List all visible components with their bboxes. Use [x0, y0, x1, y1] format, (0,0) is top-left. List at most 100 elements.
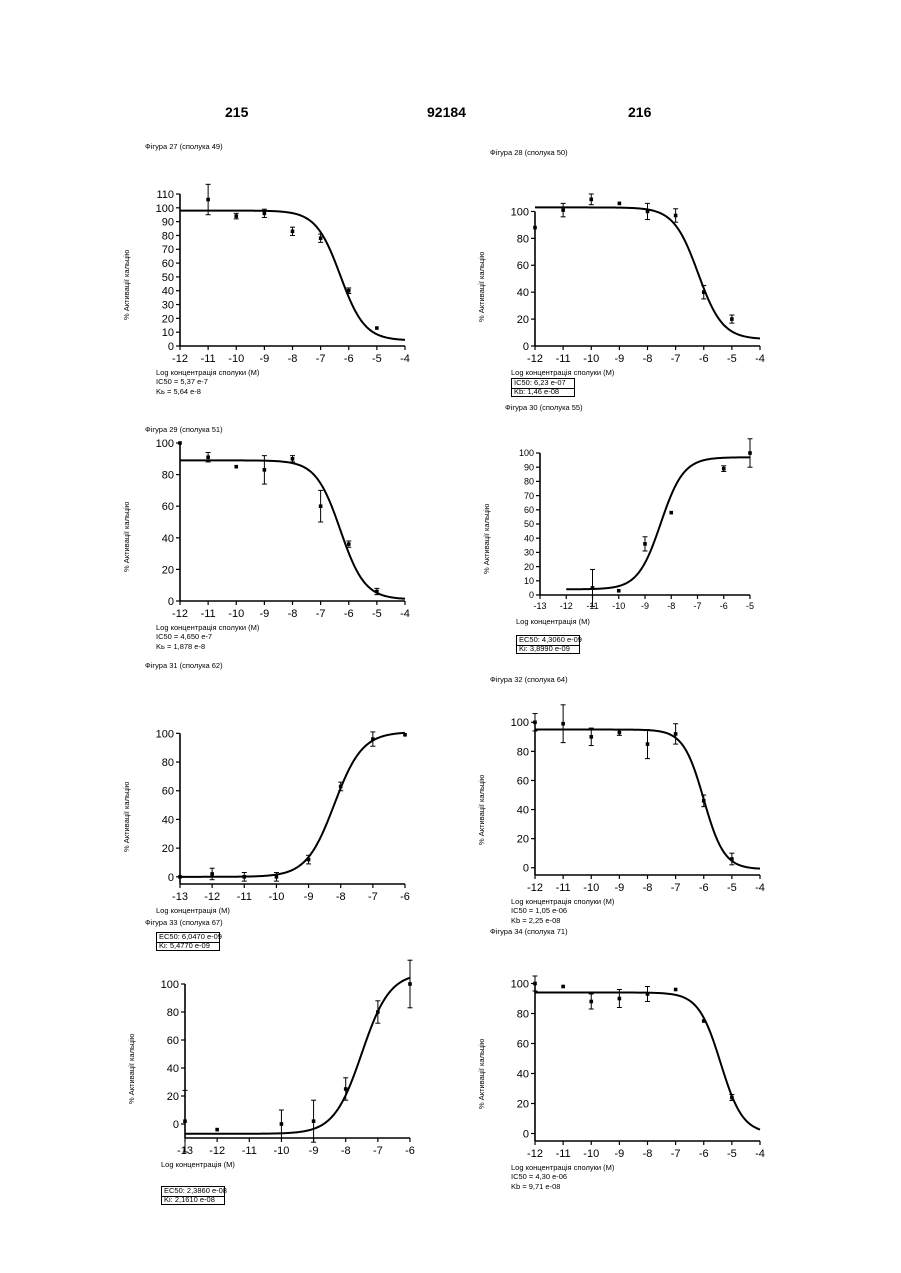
y-tick-label: 20: [167, 1091, 179, 1103]
x-axis-label: Log концентрація сполуки (M): [511, 897, 614, 906]
x-tick-label: -4: [400, 608, 410, 620]
y-tick-label: 60: [162, 786, 174, 798]
y-tick-label: 0: [168, 341, 174, 353]
data-point: [178, 441, 182, 445]
x-tick-label: -7: [373, 1145, 383, 1157]
data-point: [183, 1119, 187, 1123]
x-tick-label: -11: [242, 1145, 257, 1157]
data-point: [206, 455, 210, 459]
data-point: [403, 733, 407, 737]
chart-panel-2: Фігура 28 (сполука 50)-12-11-10-9-8-7-6-…: [490, 148, 790, 408]
x-tick-label: -5: [727, 1148, 737, 1160]
x-tick-label: -9: [614, 353, 624, 365]
data-point: [674, 214, 678, 218]
x-axis-label: Log концентрація (M): [156, 906, 230, 915]
x-axis-label: Log концентрація (M): [161, 1160, 235, 1169]
y-tick-label: 10: [162, 327, 174, 339]
x-axis-label: Log концентрація сполуки (M): [511, 1163, 614, 1172]
data-point: [263, 212, 267, 216]
data-point: [178, 875, 182, 879]
x-tick-label: -8: [288, 353, 298, 365]
data-point: [561, 722, 565, 726]
data-point: [646, 742, 650, 746]
y-tick-label: 40: [162, 814, 174, 826]
y-tick-label: 40: [167, 1063, 179, 1075]
x-tick-label: -9: [614, 1148, 624, 1160]
x-tick-label: -9: [304, 891, 314, 903]
x-tick-label: -8: [643, 882, 653, 894]
x-tick-label: -5: [746, 601, 754, 611]
data-point: [533, 982, 537, 986]
y-tick-label: 80: [162, 757, 174, 769]
y-tick-label: 100: [519, 448, 534, 458]
data-point: [242, 875, 246, 879]
chart-panel-8: Фігура 34 (сполука 71)-12-11-10-9-8-7-6-…: [490, 927, 790, 1187]
y-axis-label: % Активації кальцію: [477, 1038, 486, 1108]
y-tick-label: 60: [167, 1035, 179, 1047]
x-tick-label: -10: [583, 1148, 599, 1160]
chart-svg: -12-11-10-9-8-7-6-5-4020406080100: [490, 927, 790, 1187]
y-axis-label: % Активації кальцію: [127, 1034, 136, 1104]
data-point: [319, 236, 323, 240]
x-axis-label: Log концентрація сполуки (M): [156, 623, 259, 632]
data-point: [618, 731, 622, 735]
data-point: [669, 511, 673, 515]
y-tick-label: 100: [156, 728, 174, 740]
fit-result-note: Kb: 1,46 e-08: [511, 388, 575, 398]
x-tick-label: -6: [400, 891, 410, 903]
y-tick-label: 40: [162, 286, 174, 298]
data-point: [275, 875, 279, 879]
chart-panel-5: Фігура 31 (сполука 62)-13-12-11-10-9-8-7…: [145, 661, 445, 921]
fit-result-note: IC50 = 4,650 e-7: [156, 633, 212, 642]
x-tick-label: -5: [727, 353, 737, 365]
x-tick-label: -8: [341, 1145, 351, 1157]
x-tick-label: -6: [344, 608, 354, 620]
data-point: [347, 542, 351, 546]
document-number: 92184: [427, 104, 466, 120]
fit-result-note: Kь = 1,878 e-8: [156, 643, 205, 652]
y-tick-label: 40: [517, 1068, 529, 1080]
x-tick-label: -8: [667, 601, 675, 611]
x-tick-label: -8: [643, 1148, 653, 1160]
x-tick-label: -7: [693, 601, 701, 611]
x-tick-label: -11: [201, 353, 216, 365]
y-tick-label: 80: [517, 746, 529, 758]
y-tick-label: 100: [511, 978, 529, 990]
fit-curve: [535, 207, 760, 338]
y-tick-label: 70: [524, 491, 534, 501]
data-point: [210, 872, 214, 876]
x-tick-label: -7: [671, 353, 681, 365]
x-tick-label: -9: [259, 353, 269, 365]
y-tick-label: 0: [523, 863, 529, 875]
data-point: [371, 737, 375, 741]
chart-panel-4: Фігура 30 (сполука 55)-13-12-11-10-9-8-7…: [505, 403, 805, 663]
y-tick-label: 80: [524, 477, 534, 487]
x-tick-label: -6: [720, 601, 728, 611]
y-tick-label: 20: [162, 843, 174, 855]
fit-result-note: IC50 = 4,30 e-06: [511, 1173, 567, 1182]
y-tick-label: 60: [162, 501, 174, 513]
y-tick-label: 40: [517, 805, 529, 817]
x-tick-label: -7: [671, 882, 681, 894]
x-tick-label: -7: [316, 353, 326, 365]
x-tick-label: -6: [699, 353, 709, 365]
x-tick-label: -11: [556, 353, 571, 365]
x-tick-label: -5: [372, 353, 382, 365]
chart-svg: -12-11-10-9-8-7-6-5-40102030405060708090…: [145, 142, 445, 402]
fit-result-note: Ki: 2,1610 e-08: [161, 1196, 225, 1206]
data-point: [344, 1087, 348, 1091]
data-point: [643, 542, 647, 546]
y-tick-label: 20: [524, 562, 534, 572]
x-tick-label: -10: [612, 601, 625, 611]
y-tick-label: 0: [523, 1128, 529, 1140]
y-tick-label: 20: [517, 834, 529, 846]
x-tick-label: -12: [527, 882, 543, 894]
data-point: [702, 799, 706, 803]
data-point: [375, 326, 379, 330]
data-point: [646, 992, 650, 996]
data-point: [533, 226, 537, 230]
chart-svg: -13-12-11-10-9-8-7-6020406080100: [145, 661, 445, 921]
y-tick-label: 80: [167, 1007, 179, 1019]
data-point: [589, 198, 593, 202]
x-tick-label: -5: [372, 608, 382, 620]
